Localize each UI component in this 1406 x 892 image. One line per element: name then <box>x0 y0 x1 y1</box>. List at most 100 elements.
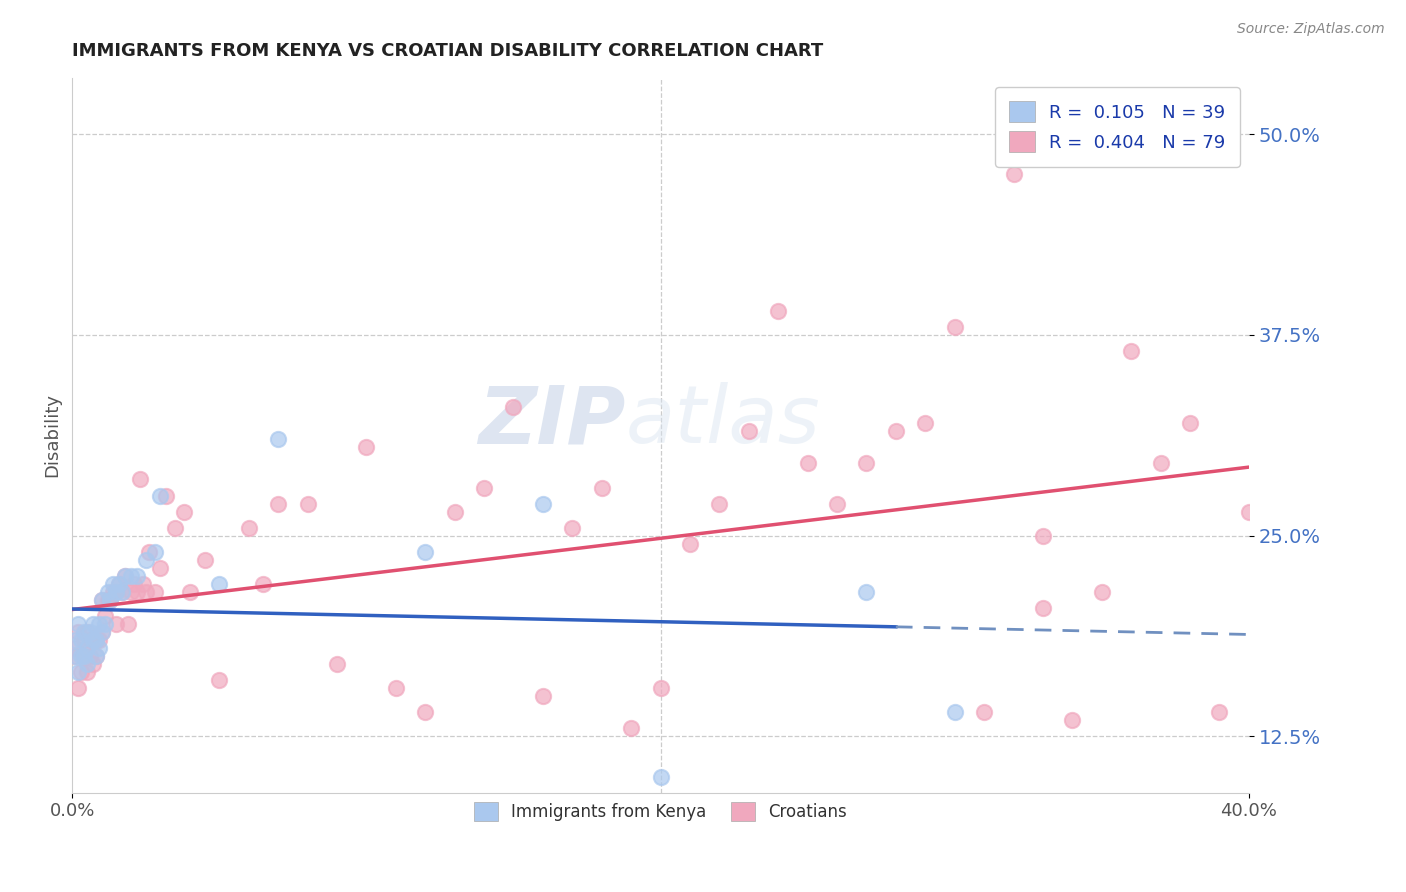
Point <box>173 505 195 519</box>
Point <box>650 681 672 696</box>
Point <box>1149 457 1171 471</box>
Point <box>111 585 134 599</box>
Point <box>502 401 524 415</box>
Point <box>472 481 495 495</box>
Point <box>973 706 995 720</box>
Point <box>1091 585 1114 599</box>
Point <box>738 425 761 439</box>
Point <box>855 585 877 599</box>
Point <box>125 585 148 599</box>
Point <box>63 641 86 656</box>
Point <box>943 706 966 720</box>
Point <box>84 633 107 648</box>
Point <box>73 649 96 664</box>
Point <box>114 569 136 583</box>
Point <box>93 617 115 632</box>
Point <box>531 690 554 704</box>
Point <box>90 625 112 640</box>
Point <box>1032 529 1054 543</box>
Point <box>90 593 112 607</box>
Point <box>103 577 125 591</box>
Point <box>1062 714 1084 728</box>
Point <box>63 649 86 664</box>
Point <box>132 577 155 591</box>
Point <box>1237 505 1260 519</box>
Point <box>82 633 104 648</box>
Point <box>70 665 93 680</box>
Point <box>79 649 101 664</box>
Point <box>650 770 672 784</box>
Point <box>120 569 142 583</box>
Point <box>105 585 128 599</box>
Point <box>326 657 349 672</box>
Point <box>122 577 145 591</box>
Point <box>105 617 128 632</box>
Point <box>855 457 877 471</box>
Point <box>591 481 613 495</box>
Point <box>84 649 107 664</box>
Point <box>96 593 118 607</box>
Point <box>100 593 122 607</box>
Point <box>914 417 936 431</box>
Point <box>620 722 643 736</box>
Point <box>67 681 90 696</box>
Point <box>82 617 104 632</box>
Point <box>70 633 93 648</box>
Point <box>70 649 93 664</box>
Point <box>96 585 118 599</box>
Point <box>79 625 101 640</box>
Point <box>1002 167 1025 181</box>
Point <box>165 521 187 535</box>
Point <box>63 649 86 664</box>
Point <box>90 625 112 640</box>
Point <box>90 593 112 607</box>
Point <box>73 633 96 648</box>
Point <box>138 545 160 559</box>
Point <box>194 553 217 567</box>
Point <box>297 497 319 511</box>
Point <box>135 553 157 567</box>
Point <box>76 657 98 672</box>
Point <box>76 665 98 680</box>
Point <box>267 433 290 447</box>
Point <box>143 585 166 599</box>
Point <box>1178 417 1201 431</box>
Legend: Immigrants from Kenya, Croatians: Immigrants from Kenya, Croatians <box>461 789 860 834</box>
Point <box>149 489 172 503</box>
Point <box>155 489 177 503</box>
Point <box>179 585 201 599</box>
Point <box>82 657 104 672</box>
Text: ZIP: ZIP <box>478 382 626 460</box>
Point <box>84 649 107 664</box>
Point <box>84 633 107 648</box>
Point <box>108 577 131 591</box>
Point <box>108 577 131 591</box>
Point <box>149 561 172 575</box>
Point <box>825 497 848 511</box>
Point <box>67 625 90 640</box>
Point <box>135 585 157 599</box>
Point <box>267 497 290 511</box>
Point <box>1208 706 1230 720</box>
Point <box>252 577 274 591</box>
Point <box>1121 344 1143 359</box>
Point <box>385 681 408 696</box>
Point <box>766 303 789 318</box>
Point <box>111 585 134 599</box>
Point <box>1032 601 1054 615</box>
Point <box>76 625 98 640</box>
Point <box>679 537 702 551</box>
Point <box>100 593 122 607</box>
Point <box>79 633 101 648</box>
Point <box>87 641 110 656</box>
Y-axis label: Disability: Disability <box>44 393 60 477</box>
Text: Source: ZipAtlas.com: Source: ZipAtlas.com <box>1237 22 1385 37</box>
Point <box>93 609 115 624</box>
Point <box>356 441 378 455</box>
Point <box>87 633 110 648</box>
Point <box>531 497 554 511</box>
Point <box>943 319 966 334</box>
Point <box>413 706 436 720</box>
Point <box>796 457 818 471</box>
Point <box>208 673 231 688</box>
